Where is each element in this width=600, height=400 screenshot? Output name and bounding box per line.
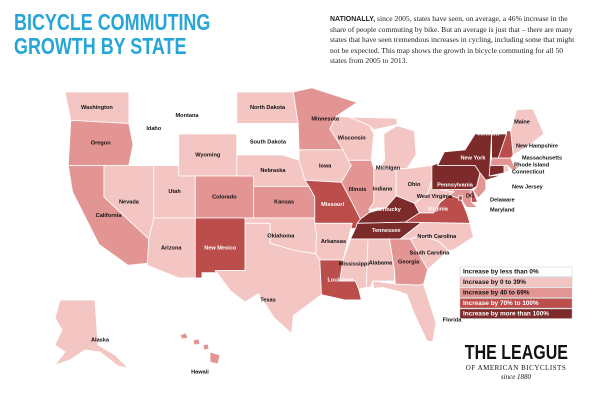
state-label: Illinois <box>349 187 367 193</box>
state <box>372 280 437 343</box>
state-label: Vermont <box>477 131 500 137</box>
legend-label: Increase by more than 100% <box>463 311 549 318</box>
state-label: New Mexico <box>204 245 237 251</box>
state <box>503 165 510 174</box>
state <box>339 238 369 290</box>
state-label: Connecticut <box>512 169 544 175</box>
state-label: Wyoming <box>195 152 221 158</box>
legend-label: Increase by 0 to 39% <box>463 279 526 286</box>
state <box>179 332 221 365</box>
state-label: Washington <box>81 105 113 111</box>
state-label: Louisiana <box>328 277 355 283</box>
state-label: Delaware <box>490 197 515 203</box>
state-label: Kentucky <box>376 207 402 213</box>
state-label: Missouri <box>321 202 344 208</box>
state-label: Montana <box>176 113 200 119</box>
intro: NATIONALLY, since 2005, states have seen… <box>330 14 580 66</box>
state-labels: Washington Oregon California Nevada Idaho Mon… <box>81 105 562 375</box>
state-label: North Carolina <box>417 234 457 240</box>
state-label: DC <box>466 193 474 199</box>
state <box>54 299 129 369</box>
state-label: Utah <box>168 189 181 195</box>
state-label: Mississippi <box>339 262 370 268</box>
state-label: Tennessee <box>372 228 401 234</box>
legend-swatch <box>459 277 573 288</box>
logo-since: since 1880 <box>500 373 532 381</box>
state-label: California <box>96 213 123 219</box>
state-label: Minnesota <box>311 116 340 122</box>
legend-label: Increase by less than 0% <box>463 269 539 276</box>
state-label: New York <box>461 155 487 161</box>
state <box>488 165 505 177</box>
state-label: Hawaii <box>191 369 209 375</box>
state-label: Maryland <box>490 207 515 213</box>
legend: Increase by less than 0% Increase by 0 to… <box>459 266 573 319</box>
title: BICYCLE COMMUTING GROWTH BY STATE <box>14 10 210 58</box>
state-label: Alabama <box>369 261 393 267</box>
logo-name: THE LEAGUE <box>464 342 568 364</box>
state-label: Colorado <box>212 194 237 200</box>
state-label: New Jersey <box>512 184 544 190</box>
state-label: Nevada <box>119 200 140 206</box>
state-label: Kansas <box>274 200 294 206</box>
state-label: Pennsylvania <box>437 182 474 188</box>
state-label: New Hampshire <box>516 143 558 149</box>
state-label: Massachusetts <box>522 155 562 161</box>
legend-label: Increase by 40 to 69% <box>463 290 530 297</box>
state-label: Idaho <box>146 126 161 132</box>
state-label: Arkansas <box>321 239 346 245</box>
state-label: South Carolina <box>409 251 450 257</box>
legend-label: Increase by 70% to 100% <box>463 300 539 307</box>
states <box>54 87 545 369</box>
title-line: BICYCLE COMMUTING <box>14 9 211 35</box>
state-label: Nebraska <box>260 168 286 174</box>
state-label: Michigan <box>376 165 401 171</box>
state-label: Virginia <box>427 207 448 213</box>
state-label: Iowa <box>319 164 332 170</box>
state <box>439 189 478 208</box>
state-label: Georgia <box>398 260 420 266</box>
state-label: Oregon <box>91 140 111 146</box>
state-label: West Virginia <box>417 194 453 200</box>
state <box>214 222 322 334</box>
title-line: GROWTH BY STATE <box>14 33 187 59</box>
intro-text: since 2005, states have seen, on average… <box>330 14 575 65</box>
state-label: Ohio <box>408 182 421 188</box>
state-label: South Dakota <box>250 139 287 145</box>
state-label: Alaska <box>91 337 110 343</box>
legend-swatch <box>459 298 573 309</box>
logo-subtitle: OF AMERICAN BICYCLISTS <box>465 364 567 372</box>
state-label: Florida <box>443 317 463 323</box>
legend-swatch <box>459 266 573 277</box>
state-label: Rhode Island <box>514 162 550 168</box>
state <box>510 108 545 156</box>
state-label: Arizona <box>161 245 182 251</box>
state <box>458 195 463 201</box>
intro-lead: NATIONALLY, <box>330 16 376 23</box>
state-label: Maine <box>514 119 530 125</box>
logo: THE LEAGUE OF AMERICAN BICYCLISTS since … <box>452 343 580 382</box>
state-label: Texas <box>260 297 275 303</box>
state-label: Wisconsin <box>338 136 367 142</box>
legend-swatch <box>459 287 573 298</box>
state-label: Indiana <box>373 187 393 193</box>
state-label: Oklahoma <box>267 233 295 239</box>
state-label: North Dakota <box>250 105 286 111</box>
legend-swatch <box>459 308 573 319</box>
